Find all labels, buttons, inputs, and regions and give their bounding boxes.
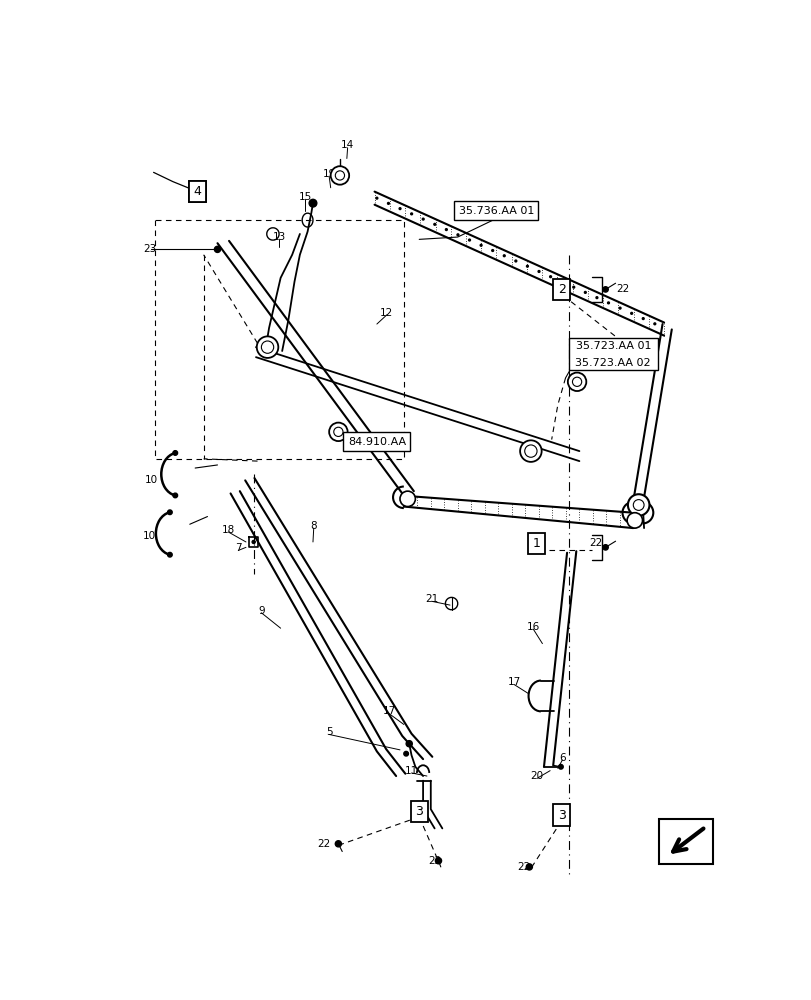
Circle shape: [584, 291, 586, 293]
Text: 12: 12: [380, 308, 393, 318]
Bar: [659, 819, 713, 864]
Circle shape: [335, 841, 341, 847]
Circle shape: [445, 229, 447, 230]
Circle shape: [491, 250, 493, 251]
Text: 7: 7: [234, 543, 242, 553]
Text: 15: 15: [298, 192, 311, 202]
Circle shape: [173, 451, 178, 455]
Text: 21: 21: [424, 594, 438, 604]
Text: 22: 22: [517, 862, 530, 872]
Text: 18: 18: [221, 525, 234, 535]
Circle shape: [560, 281, 562, 283]
Circle shape: [567, 373, 586, 391]
Text: 35.723.AA 01: 35.723.AA 01: [575, 341, 650, 351]
Circle shape: [514, 260, 516, 262]
Text: 6: 6: [559, 753, 565, 763]
Text: 1: 1: [532, 537, 539, 550]
Text: 9: 9: [258, 606, 264, 616]
Text: 4: 4: [193, 185, 201, 198]
Text: 22: 22: [589, 538, 603, 548]
Circle shape: [479, 244, 482, 246]
Text: 14: 14: [341, 140, 354, 150]
Text: 4: 4: [193, 185, 201, 198]
Text: 3: 3: [414, 805, 423, 818]
Circle shape: [526, 265, 528, 267]
Circle shape: [330, 166, 349, 185]
Circle shape: [653, 323, 655, 325]
Circle shape: [167, 552, 172, 557]
Circle shape: [538, 271, 539, 272]
Circle shape: [400, 491, 415, 507]
Text: 22: 22: [427, 856, 440, 866]
Circle shape: [619, 307, 620, 309]
Text: 5: 5: [325, 727, 332, 737]
Circle shape: [309, 199, 316, 207]
Circle shape: [399, 208, 401, 210]
Text: 11: 11: [405, 766, 418, 776]
Circle shape: [173, 493, 178, 498]
Circle shape: [602, 287, 607, 292]
Text: 84.910.AA: 84.910.AA: [347, 437, 406, 447]
Circle shape: [252, 540, 255, 544]
Text: 10: 10: [143, 531, 156, 541]
Text: 13: 13: [272, 232, 285, 242]
Circle shape: [630, 312, 632, 314]
Text: 35.723.AA 02: 35.723.AA 02: [575, 358, 650, 368]
Bar: [569, 338, 657, 370]
Circle shape: [572, 286, 574, 288]
Circle shape: [328, 423, 347, 441]
Text: 35.736.AA 01: 35.736.AA 01: [458, 206, 534, 216]
Text: 10: 10: [144, 475, 157, 485]
Circle shape: [422, 218, 423, 220]
Text: 22: 22: [317, 839, 330, 849]
Circle shape: [642, 318, 643, 320]
Circle shape: [375, 197, 377, 199]
Text: 23: 23: [143, 244, 157, 254]
Text: 20: 20: [530, 771, 543, 781]
Circle shape: [167, 510, 172, 515]
Circle shape: [387, 202, 389, 204]
Circle shape: [410, 213, 412, 215]
Circle shape: [468, 239, 470, 241]
Circle shape: [627, 494, 649, 516]
Text: 17: 17: [382, 706, 395, 716]
Circle shape: [403, 751, 408, 756]
Text: 8: 8: [310, 521, 316, 531]
Text: 3: 3: [557, 809, 565, 822]
Text: 16: 16: [526, 622, 539, 632]
Circle shape: [520, 440, 541, 462]
Circle shape: [435, 858, 441, 864]
Circle shape: [406, 741, 412, 747]
Text: 22: 22: [616, 284, 629, 294]
Text: 19: 19: [322, 169, 336, 179]
Circle shape: [607, 302, 609, 304]
Text: 2: 2: [557, 283, 565, 296]
Circle shape: [626, 513, 642, 528]
Circle shape: [595, 297, 597, 299]
Circle shape: [602, 545, 607, 550]
Circle shape: [214, 246, 221, 252]
Circle shape: [433, 223, 436, 225]
Circle shape: [526, 864, 532, 870]
Circle shape: [549, 276, 551, 278]
Circle shape: [256, 336, 278, 358]
Text: 17: 17: [507, 677, 520, 687]
Circle shape: [503, 255, 504, 257]
Circle shape: [457, 234, 458, 236]
Circle shape: [558, 764, 563, 769]
